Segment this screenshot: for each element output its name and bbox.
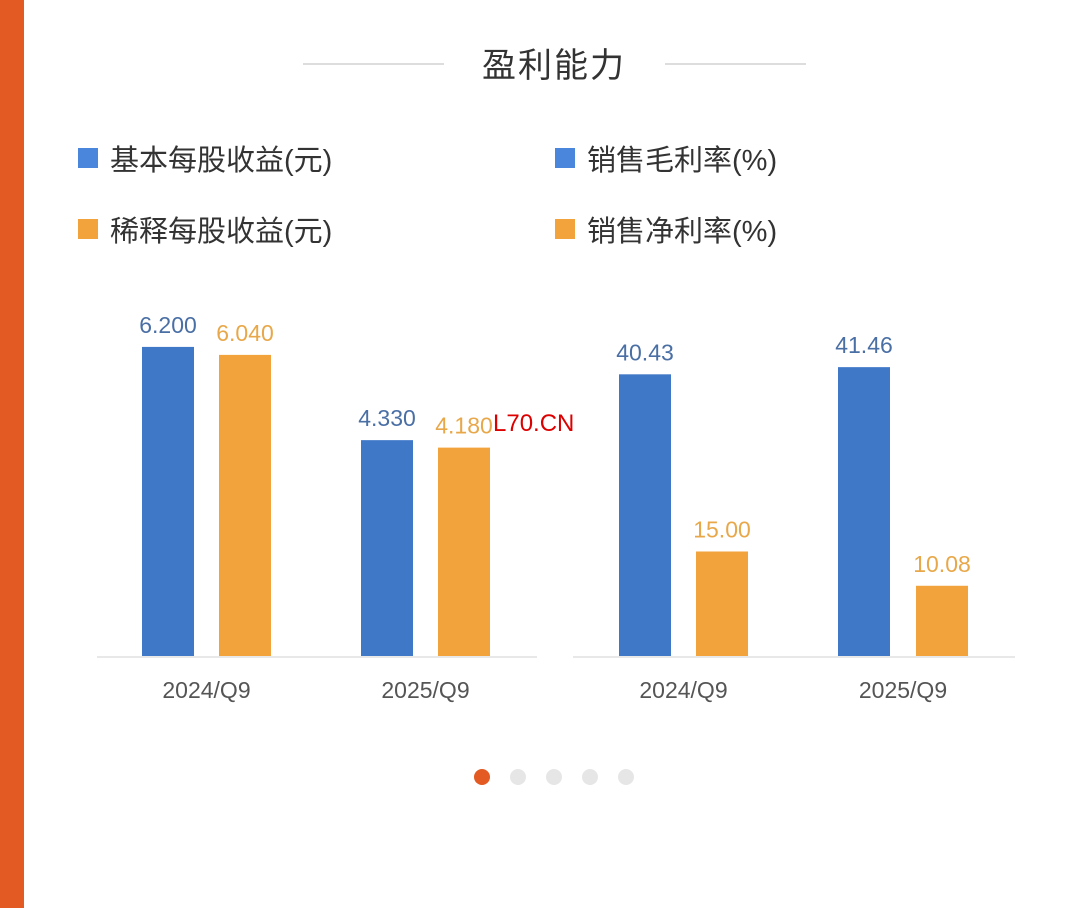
legend-item: 销售毛利率(%)	[555, 137, 777, 179]
title-divider-left	[303, 63, 444, 65]
x-tick-label: 2024/Q9	[162, 677, 250, 703]
legend-item: 稀释每股收益(元)	[78, 208, 332, 250]
legend-item: 基本每股收益(元)	[78, 137, 332, 179]
watermark: L70.CN	[493, 410, 575, 437]
data-label: 6.200	[139, 312, 197, 338]
pagination-dot[interactable]	[618, 769, 634, 785]
bar	[361, 440, 413, 656]
legend-swatch	[78, 148, 98, 168]
data-label: 40.43	[616, 339, 674, 365]
legend-label: 稀释每股收益(元)	[110, 216, 333, 248]
legend-swatch	[555, 148, 575, 168]
section-title: 盈利能力	[482, 47, 626, 85]
bar	[916, 585, 968, 656]
bar	[219, 354, 271, 656]
pagination-dot[interactable]	[474, 769, 490, 785]
legend-label: 基本每股收益(元)	[110, 145, 333, 177]
data-label: 15.00	[693, 516, 751, 542]
data-label: 10.08	[913, 551, 971, 577]
legend-label: 销售毛利率(%)	[587, 145, 778, 177]
side-accent-bar	[0, 0, 24, 908]
data-label: 41.46	[835, 332, 893, 358]
data-label: 6.040	[216, 320, 274, 346]
pagination-dot[interactable]	[582, 769, 598, 785]
pagination-dot[interactable]	[546, 769, 562, 785]
legend-label: 销售净利率(%)	[587, 216, 778, 248]
bar	[696, 551, 748, 656]
bar	[142, 346, 194, 656]
data-label: 4.180	[435, 413, 493, 439]
data-label: 4.330	[358, 405, 416, 431]
title-divider-right	[665, 63, 806, 65]
pagination-dots	[474, 769, 634, 785]
legend-item: 销售净利率(%)	[555, 208, 777, 250]
legend-swatch	[555, 219, 575, 239]
legend-swatch	[78, 219, 98, 239]
bar	[838, 367, 890, 656]
pagination-dot[interactable]	[510, 769, 526, 785]
x-tick-label: 2024/Q9	[639, 677, 727, 703]
bar	[438, 447, 490, 656]
bar	[619, 374, 671, 656]
x-tick-label: 2025/Q9	[859, 677, 947, 703]
x-tick-label: 2025/Q9	[381, 677, 469, 703]
